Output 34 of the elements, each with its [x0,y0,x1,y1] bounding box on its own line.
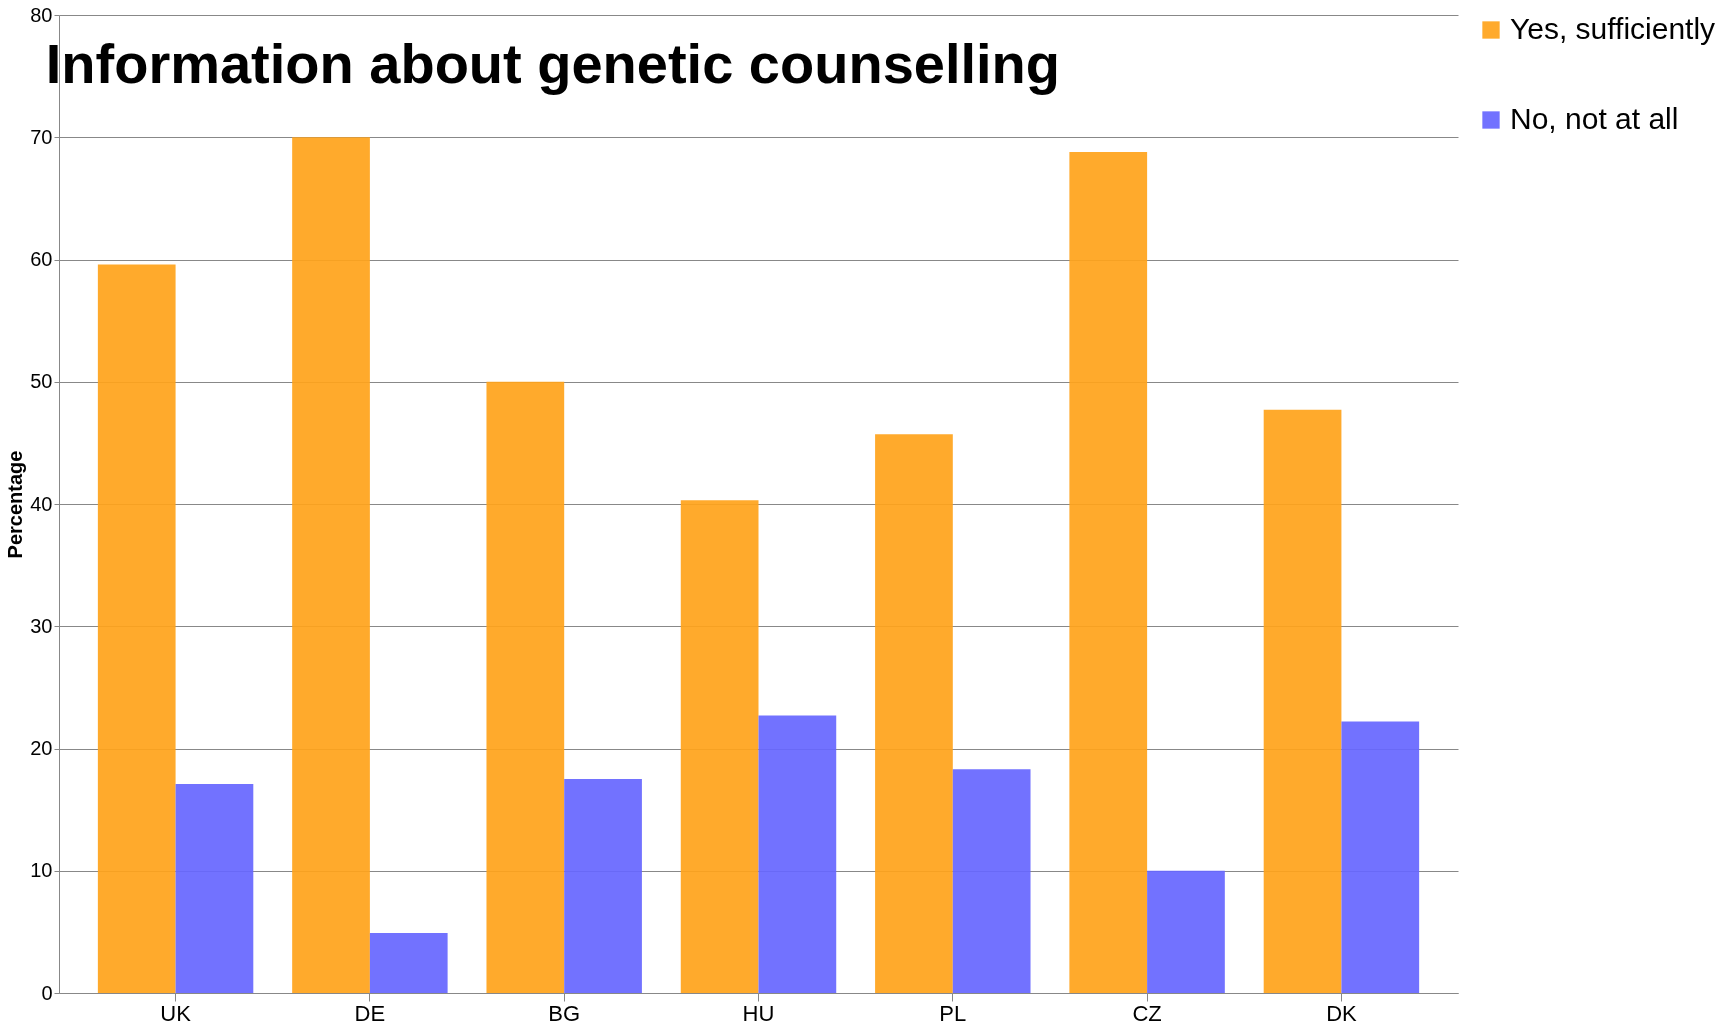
bar [952,769,1031,993]
y-tick-label: 30 [30,614,53,637]
bar [564,779,642,993]
bar [97,264,176,993]
y-tick-label: 20 [30,737,53,759]
bar [1069,151,1148,993]
y-tick-label: 50 [30,370,53,393]
bar [292,137,370,993]
x-tick-label: HU [742,1000,775,1026]
bar [875,434,953,993]
legend-label: No, not at all [1510,102,1679,135]
bar [1341,721,1420,993]
legend-label: Yes, sufficiently [1510,12,1716,45]
x-tick-label: BG [548,1000,581,1026]
y-tick-label: 40 [30,492,53,515]
y-tick-label: 70 [30,125,53,148]
x-tick-label: DE [354,1000,386,1026]
y-tick-label: 10 [30,859,53,882]
y-tick-label: 80 [30,3,53,26]
bar [758,715,837,993]
x-tick-label: CZ [1132,1000,1162,1026]
bar [680,500,759,993]
y-tick-label: 60 [30,248,53,270]
bar [369,933,448,993]
x-tick-label: PL [939,1000,967,1026]
bar [1263,409,1342,993]
bar [175,783,254,993]
x-tick-label: UK [160,1000,192,1026]
chart-title: Information about genetic counselling [45,32,1061,95]
y-axis-title: Percentage [4,450,27,559]
y-tick-label: 0 [41,981,53,1004]
bar [1147,870,1225,993]
x-tick-label: DK [1326,1000,1358,1026]
bar [486,381,565,993]
